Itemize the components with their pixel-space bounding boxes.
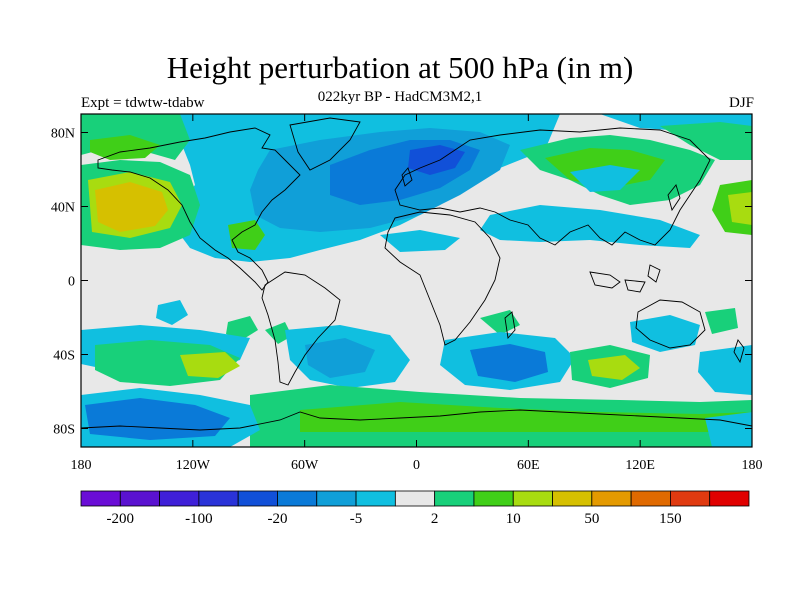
pacific-small-negative [156,300,188,325]
colorbar-swatch [591,490,632,507]
indonesia-coast [589,264,661,293]
colorbar-swatch [394,490,436,507]
map-title: Height perturbation at 500 hPa (in m) [166,50,634,85]
map-subtitle: 022kyr BP - HadCM3M2,1 [317,89,483,105]
arctic-positive-2 [90,135,160,160]
colorbar-label: 10 [506,511,521,527]
japan-coast [667,184,681,212]
pacific-small-positive [226,316,258,340]
south-pacific-positive-2 [180,352,240,378]
colorbar-label: 150 [659,511,682,527]
north-pacific-positive-3 [95,182,168,232]
colorbar-swatch [198,490,239,507]
map-panel [81,114,752,447]
arctic-negative [380,114,560,125]
season-label: DJF [728,95,754,111]
lon-tick-label: 120E [625,458,655,473]
colorbar-swatch [512,490,553,507]
lon-tick-label: 60E [517,458,540,473]
central-america-positive [228,220,265,250]
colorbar-swatch [119,490,160,507]
east-pacific-positive-2 [728,192,752,225]
colorbar-label: -100 [185,511,213,527]
colorbar-swatch [237,490,278,507]
lat-tick-label: 40N [51,201,75,216]
colorbar-swatch [277,490,318,507]
lat-tick-label: 40S [53,349,75,364]
lon-tick-label: 120W [176,458,211,473]
australia-negative [630,315,700,352]
lon-tick-label: 180 [742,458,763,473]
colorbar: -200 -100 -20 -5 2 10 50 150 [80,490,750,527]
lon-tick-label: 0 [413,458,420,473]
colorbar-label: -5 [350,511,363,527]
colorbar-swatch [709,490,750,507]
australia-coast [635,299,706,349]
asia-top-green [660,122,752,160]
greenland-coast [289,117,361,171]
south-america-coast [261,271,341,386]
tasman-positive-2 [705,308,738,334]
madagascar-coast [504,311,516,340]
uk-coast [401,167,413,187]
south-indian-positive-2 [588,355,640,380]
south-america-negative-2 [305,338,375,378]
colorbar-label: 50 [584,511,599,527]
colorbar-label: -200 [107,511,135,527]
lon-tick-label: 60W [291,458,319,473]
antarctic-negative-se [705,412,752,447]
colorbar-swatch [316,490,357,507]
coastlines [81,117,752,431]
lat-tick-label: 80N [51,127,75,142]
antarctica-coast [81,409,752,431]
colorbar-swatch [80,490,121,507]
colorbar-swatch [355,490,396,507]
asia-negative [570,165,640,192]
lat-tick-label: 80S [53,423,75,438]
colorbar-swatch [630,490,671,507]
lat-tick-label: 0 [68,275,75,290]
new-zealand-coast [733,339,745,364]
lon-tick-label: 180 [71,458,92,473]
indian-small-positive [480,310,520,335]
colorbar-label: 2 [431,511,439,527]
axis-ticks: 180 120W 60W 0 60E 120E 180 80N 40N 0 40S 80S [51,114,763,473]
southern-ocean-positive-2 [300,402,752,432]
eurasia-coast [394,127,711,246]
sw-pacific-negative [698,345,752,395]
africa-coast [384,211,501,346]
colorbar-swatch [552,490,593,507]
experiment-label: Expt = tdwtw-tdabw [81,95,205,111]
atlantic-tropical-negative [380,230,460,252]
anomaly-field [81,114,752,447]
colorbar-label: -20 [267,511,287,527]
tropical-asia-negative [480,205,700,248]
north-america-coast [97,127,301,291]
south-indian-negative-2 [470,344,548,382]
colorbar-swatch [670,490,711,507]
colorbar-swatch [159,490,200,507]
colorbar-swatch [434,490,475,507]
colorbar-swatch [473,490,514,507]
